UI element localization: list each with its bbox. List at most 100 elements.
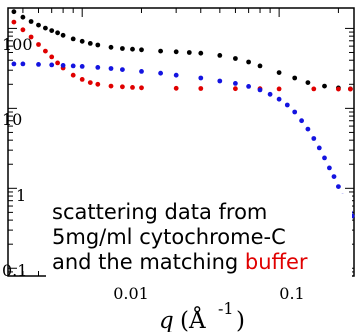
series-1-point xyxy=(198,50,204,56)
annotation: scattering data from 5mg/ml cytochrome-C… xyxy=(46,194,352,278)
series-2-point xyxy=(43,48,48,54)
series-2-point xyxy=(120,84,125,90)
series-3-point xyxy=(120,67,125,72)
series-2-point xyxy=(108,83,114,89)
y-tick-label-1: 1 xyxy=(16,186,26,205)
series-2-point xyxy=(173,85,179,91)
x-axis-close-paren: ) xyxy=(236,308,245,332)
series-2-point xyxy=(55,60,60,66)
series-2-point xyxy=(70,72,76,78)
series-2-point xyxy=(36,42,41,47)
series-2-point xyxy=(28,34,34,40)
series-1-point xyxy=(139,47,144,53)
series-3-point xyxy=(267,91,273,97)
annotation-line-3: and the matching buffer xyxy=(52,250,308,274)
series-3-point xyxy=(49,62,55,68)
series-2-point xyxy=(95,81,101,87)
y-tick-label-10: 10 xyxy=(2,110,22,129)
series-3-point xyxy=(198,75,204,81)
series-3-point xyxy=(70,63,76,69)
series-1-point xyxy=(186,50,192,55)
series-1-point xyxy=(158,48,164,54)
series-1-point xyxy=(79,38,85,44)
series-1-point xyxy=(292,75,298,81)
series-3-point xyxy=(173,72,179,78)
series-2-point xyxy=(348,86,353,92)
series-2-point xyxy=(79,77,85,82)
series-3-point xyxy=(336,184,341,190)
series-1-point xyxy=(108,44,114,50)
annotation-background xyxy=(46,194,352,278)
series-1-point xyxy=(70,36,76,42)
x-axis-title: q (Å -1 ) xyxy=(159,299,245,332)
annotation-line-2: 5mg/ml cytochrome-C xyxy=(52,225,286,249)
series-3-point xyxy=(311,136,317,141)
annotation-line-3-text: and the matching xyxy=(52,250,245,274)
x-tick-label-0-01: 0.01 xyxy=(113,284,149,303)
series-3-point xyxy=(36,62,41,67)
series-3-point xyxy=(257,87,263,93)
series-1-point xyxy=(60,32,66,38)
series-1-point xyxy=(87,41,93,46)
series-3-point xyxy=(305,126,311,132)
series-3-point xyxy=(95,65,101,70)
series-1-point xyxy=(257,63,263,69)
series-2-point xyxy=(87,80,93,85)
series-2-point xyxy=(233,86,238,92)
series-1-point xyxy=(11,9,17,15)
series-3-point xyxy=(246,84,252,89)
series-1-point xyxy=(36,22,41,28)
series-1-point xyxy=(95,42,101,48)
series-1-point xyxy=(43,25,48,31)
series-3-point xyxy=(322,155,327,161)
series-1-point xyxy=(233,56,238,61)
series-3-point xyxy=(233,81,238,86)
series-3-point xyxy=(108,66,114,71)
series-2-point xyxy=(20,27,26,33)
series-1-point xyxy=(173,49,179,55)
series-3-point xyxy=(217,78,223,84)
series-1-point xyxy=(20,14,26,20)
series-3-point xyxy=(20,61,26,67)
series-3-point xyxy=(284,102,290,108)
series-1-point xyxy=(305,80,311,85)
series-1-point xyxy=(246,59,252,65)
series-3-point xyxy=(316,145,322,151)
x-axis-variable: q xyxy=(159,308,174,332)
x-axis-unit: (Å xyxy=(180,306,206,332)
series-3-point xyxy=(158,70,164,76)
series-2-point xyxy=(336,86,341,92)
series-3-point xyxy=(331,174,337,180)
series-2-point xyxy=(49,54,55,60)
y-tick-label-100: 100 xyxy=(2,35,33,54)
series-2-point xyxy=(139,85,144,91)
series-3-point xyxy=(299,118,304,124)
data-points xyxy=(11,9,355,219)
annotation-line-1: scattering data from xyxy=(52,200,267,224)
series-3-point xyxy=(292,109,298,115)
series-3-point xyxy=(139,69,144,74)
y-tick-label-0-1: 0.1 xyxy=(2,261,27,280)
series-3-point xyxy=(11,61,17,67)
x-tick-label-0-1: 0.1 xyxy=(279,284,304,303)
series-3-point xyxy=(79,64,85,69)
series-2-point xyxy=(276,86,282,92)
series-2-point xyxy=(311,86,317,92)
series-3-point xyxy=(60,63,66,68)
series-1-point xyxy=(276,70,282,75)
series-1-point xyxy=(55,30,60,36)
series-1-point xyxy=(322,83,327,89)
series-3-point xyxy=(276,96,282,102)
series-3-point xyxy=(327,165,332,171)
annotation-buffer-word: buffer xyxy=(245,250,308,274)
series-1-point xyxy=(28,19,34,24)
series-1-point xyxy=(49,28,55,33)
series-1-point xyxy=(130,46,135,52)
series-2-point xyxy=(130,85,135,90)
x-axis-unit-exponent: -1 xyxy=(218,299,234,318)
series-1-point xyxy=(217,53,223,58)
series-2-point xyxy=(198,86,204,91)
series-1-point xyxy=(120,46,125,51)
series-2-point xyxy=(11,19,17,25)
